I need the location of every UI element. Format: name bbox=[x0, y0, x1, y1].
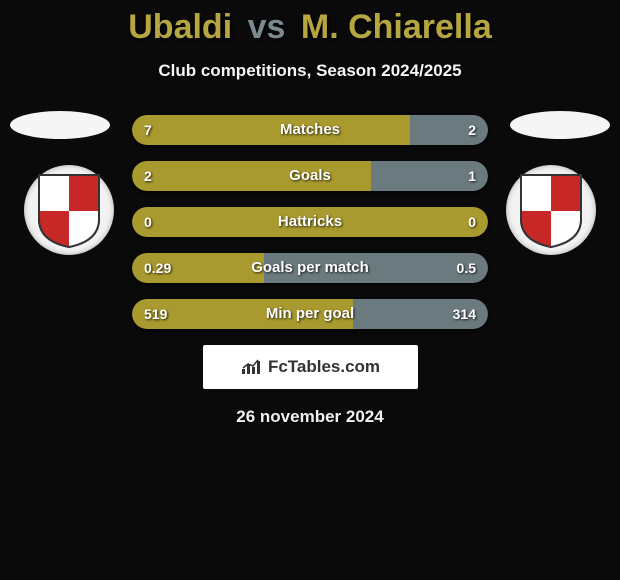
stat-value-right: 0.5 bbox=[457, 253, 476, 283]
stat-row: Goals per match0.29 0.5 bbox=[132, 253, 488, 283]
player2-oval bbox=[510, 111, 610, 139]
player1-name: Ubaldi bbox=[128, 8, 232, 46]
stat-label: Hattricks bbox=[132, 207, 488, 237]
stat-label: Goals bbox=[132, 161, 488, 191]
fctables-logo: FcTables.com bbox=[203, 345, 418, 389]
date-text: 26 november 2024 bbox=[0, 407, 620, 427]
logo-text: FcTables.com bbox=[268, 357, 380, 377]
stat-bars-container: Matches72Goals21Hattricks00Goals per mat… bbox=[132, 111, 488, 329]
stat-label: Matches bbox=[132, 115, 488, 145]
comparison-title: Ubaldi vs M. Chiarella bbox=[0, 0, 620, 47]
vs-text: vs bbox=[248, 8, 286, 46]
stat-row: Min per goal519 314 bbox=[132, 299, 488, 329]
shield-icon bbox=[37, 171, 101, 249]
stat-value-left: 2 bbox=[144, 161, 152, 191]
chart-icon bbox=[240, 358, 262, 376]
stat-row: Hattricks0 0 bbox=[132, 207, 488, 237]
stat-value-left: 0.29 bbox=[144, 253, 171, 283]
stat-value-right: 1 bbox=[468, 161, 476, 191]
stat-label: Min per goal bbox=[132, 299, 488, 329]
stat-value-right: 2 bbox=[468, 115, 476, 145]
subtitle: Club competitions, Season 2024/2025 bbox=[0, 61, 620, 81]
stat-value-left: 7 bbox=[144, 115, 152, 145]
player1-oval bbox=[10, 111, 110, 139]
player1-crest bbox=[24, 165, 114, 255]
player2-crest bbox=[506, 165, 596, 255]
stat-value-left: 519 bbox=[144, 299, 167, 329]
player2-name: M. Chiarella bbox=[301, 8, 492, 46]
stat-value-left: 0 bbox=[144, 207, 152, 237]
stat-row: Goals2 1 bbox=[132, 161, 488, 191]
stat-row: Matches7 2 bbox=[132, 115, 488, 145]
stat-value-right: 0 bbox=[468, 207, 476, 237]
stat-value-right: 314 bbox=[453, 299, 476, 329]
stats-arena: Matches72Goals21Hattricks00Goals per mat… bbox=[0, 111, 620, 329]
stat-label: Goals per match bbox=[132, 253, 488, 283]
shield-icon bbox=[519, 171, 583, 249]
